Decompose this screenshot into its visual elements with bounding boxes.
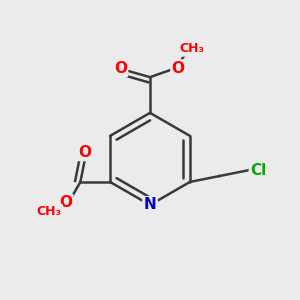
Text: Cl: Cl	[250, 163, 266, 178]
Text: CH₃: CH₃	[37, 205, 62, 218]
Text: O: O	[59, 195, 72, 210]
Text: O: O	[172, 61, 185, 76]
Text: O: O	[78, 145, 91, 160]
Text: N: N	[144, 197, 156, 212]
Text: O: O	[114, 61, 127, 76]
Text: CH₃: CH₃	[179, 42, 204, 56]
